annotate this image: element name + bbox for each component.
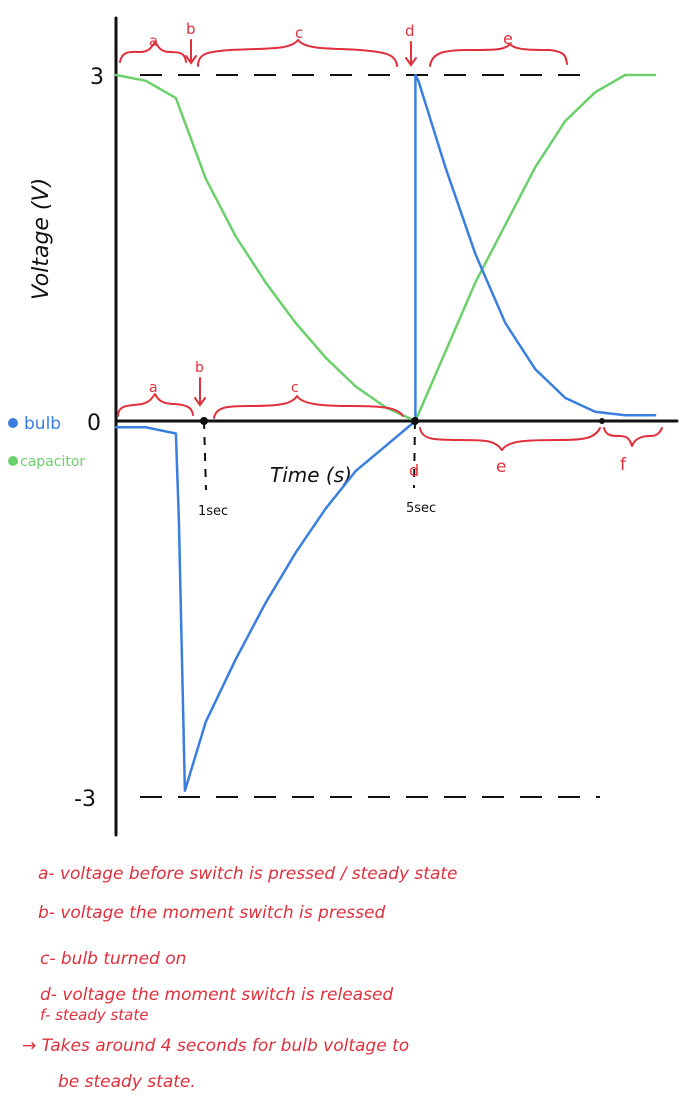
phase-label-bottom-e: e [496, 457, 506, 477]
brace-bottom-a [117, 393, 194, 417]
phase-label-top-c: c [295, 24, 303, 42]
x-annotation-1sec: 1sec [198, 504, 228, 519]
phase-label-top-d: d [405, 22, 415, 40]
x-annotation-5sec: 5sec [406, 501, 436, 516]
axis-dot-5sec [411, 417, 419, 425]
legend-label-capacitor: capacitor [20, 454, 85, 470]
marker-5sec [413, 420, 416, 489]
phase-label-bottom-b: b [195, 360, 204, 376]
phase-label-top-e: e [503, 29, 513, 48]
brace-top-e [429, 43, 568, 67]
phase-label-bottom-d: d [409, 461, 419, 480]
brace-bottom-e [419, 427, 601, 451]
arrow-head-top-d [405, 57, 417, 67]
phase-label-bottom-c: c [291, 380, 299, 396]
brace-bottom-c [213, 395, 404, 419]
axis-dot-end [599, 418, 605, 424]
legend-marker-capacitor [8, 456, 18, 466]
arrow-head-bottom-b [194, 397, 206, 407]
legend-marker-bulb [8, 418, 18, 428]
y-axis-label: Voltage (V) [29, 178, 54, 300]
y-tick-label-minus-3: -3 [74, 787, 96, 812]
phase-label-bottom-f: f [620, 455, 627, 475]
legend-label-bulb: bulb [24, 414, 61, 434]
y-tick-label-3: 3 [90, 65, 104, 90]
brace-top-a [119, 41, 187, 63]
phase-label-top-a: a [149, 32, 158, 50]
phase-label-bottom-a: a [149, 380, 158, 396]
marker-1sec [203, 420, 207, 491]
y-tick-label-0: 0 [87, 411, 101, 436]
series-line-bulb [114, 73, 657, 792]
x-axis-label: Time (s) [270, 463, 352, 487]
brace-bottom-f [603, 427, 663, 447]
arrow-head-top-b [185, 55, 197, 65]
phase-label-top-b: b [186, 20, 196, 38]
axis-dot-1sec [200, 417, 208, 425]
brace-top-c [197, 39, 398, 67]
